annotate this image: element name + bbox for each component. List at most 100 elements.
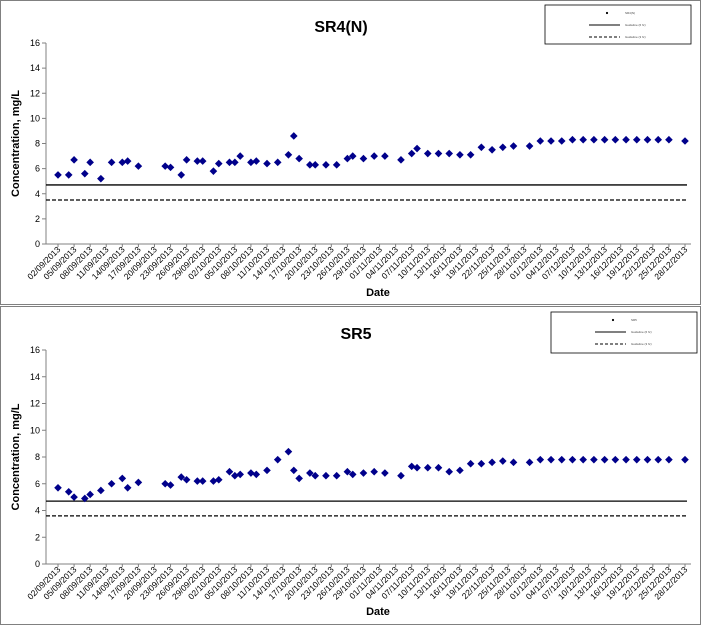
x-axis-label: Date: [366, 606, 390, 618]
data-point-diamond: [123, 483, 132, 492]
data-point-diamond: [134, 478, 143, 487]
y-tick-label: 12: [30, 88, 40, 98]
data-point-diamond: [225, 158, 234, 167]
y-axis-label: Concentration, mg/L: [10, 403, 22, 510]
data-point-diamond: [445, 467, 454, 476]
x-axis-label: Date: [366, 287, 390, 299]
data-point-diamond: [665, 455, 673, 464]
data-point-diamond: [557, 455, 566, 464]
data-point-diamond: [654, 455, 663, 464]
data-point-diamond: [214, 475, 223, 484]
y-axis-label: Concentration, mg/L: [10, 90, 22, 197]
data-point-diamond: [590, 455, 598, 464]
data-point-diamond: [579, 135, 587, 144]
y-tick-label: 16: [30, 345, 40, 355]
y-tick-label: 2: [35, 214, 40, 224]
data-point-diamond: [348, 470, 357, 479]
data-point-diamond: [97, 486, 105, 495]
data-point-diamond: [97, 174, 105, 183]
y-tick-label: 8: [35, 452, 40, 462]
data-point-diamond: [54, 483, 62, 492]
data-point-diamond: [568, 135, 577, 144]
chart-sr4n: SR4(N) Concentration, mg/L Date 0 2 4 6 8 10 12 14…: [10, 4, 692, 299]
data-point-diamond: [295, 154, 303, 163]
data-point-diamond: [343, 154, 352, 163]
data-point-diamond: [177, 473, 186, 481]
data-point-diamond: [579, 455, 587, 464]
data-point-diamond: [166, 163, 175, 172]
data-point-diamond: [498, 143, 507, 152]
data-point-diamond: [643, 455, 652, 464]
data-point-diamond: [557, 137, 566, 145]
data-point-diamond: [289, 132, 298, 140]
data-point-diamond: [134, 162, 143, 170]
data-point-diamond: [311, 471, 320, 480]
legend-label: SR5: [631, 318, 637, 322]
data-point-diamond: [107, 158, 116, 167]
data-point-diamond: [70, 156, 78, 164]
y-tick-label: 6: [35, 479, 40, 489]
data-point-diamond: [434, 149, 443, 158]
data-point-diamond: [166, 481, 175, 489]
data-point-diamond: [252, 470, 261, 479]
y-tick-label: 4: [35, 189, 40, 199]
data-point-diamond: [247, 158, 255, 167]
data-point-diamond: [273, 158, 282, 167]
data-point-diamond: [306, 469, 314, 477]
y-tick-label: 8: [35, 139, 40, 149]
data-point-diamond: [536, 455, 545, 464]
data-point-diamond: [263, 159, 271, 168]
data-point-diamond: [413, 144, 421, 153]
data-point-diamond: [348, 152, 357, 160]
data-point-diamond: [509, 142, 518, 150]
data-point-diamond: [322, 161, 330, 169]
data-point-diamond: [295, 474, 303, 483]
data-point-diamond: [193, 157, 202, 165]
data-point-diamond: [64, 171, 73, 179]
data-point-diamond: [622, 455, 630, 464]
data-point-diamond: [182, 156, 191, 164]
data-point-diamond: [477, 143, 486, 152]
data-point-diamond: [161, 162, 169, 170]
data-point-diamond: [236, 152, 245, 160]
data-point-diamond: [64, 487, 73, 496]
data-point-diamond: [182, 475, 191, 484]
legend-label: Guideline (6 hr): [625, 23, 646, 27]
data-point-diamond: [407, 149, 416, 158]
data-point-diamond: [456, 466, 464, 475]
legend-marker-dot: [611, 318, 615, 322]
data-point-diamond: [231, 471, 239, 480]
data-point-diamond: [123, 157, 132, 165]
data-point-diamond: [547, 455, 555, 464]
chart-title: SR5: [340, 326, 371, 343]
data-point-diamond: [263, 466, 271, 475]
y-tick-label: 6: [35, 164, 40, 174]
data-point-diamond: [643, 135, 652, 144]
data-point-diamond: [434, 463, 443, 472]
data-point-diamond: [247, 469, 255, 477]
y-tick-label: 16: [30, 38, 40, 48]
data-point-diamond: [118, 474, 127, 483]
legend-label: Guideline (3 hr): [631, 342, 652, 346]
y-tick-label: 14: [30, 63, 40, 73]
y-tick-label: 2: [35, 532, 40, 542]
data-point-diamond: [306, 161, 314, 169]
data-point-diamond: [397, 471, 405, 480]
data-point-diamond: [488, 145, 496, 154]
data-point-diamond: [370, 467, 378, 476]
data-point-diamond: [80, 494, 89, 503]
data-point-diamond: [118, 158, 127, 167]
data-point-diamond: [413, 463, 421, 472]
data-point-diamond: [445, 149, 454, 158]
legend-label: Guideline (6 hr): [631, 330, 652, 334]
y-tick-label: 12: [30, 399, 40, 409]
data-point-diamond: [193, 477, 202, 485]
data-point-diamond: [225, 467, 234, 476]
chart-title: SR4(N): [314, 19, 367, 36]
y-tick-label: 0: [35, 559, 40, 569]
data-point-diamond: [322, 471, 330, 480]
data-point-diamond: [284, 447, 293, 456]
data-point-diamond: [381, 469, 389, 477]
data-point-diamond: [423, 149, 432, 158]
data-point-diamond: [654, 135, 663, 144]
